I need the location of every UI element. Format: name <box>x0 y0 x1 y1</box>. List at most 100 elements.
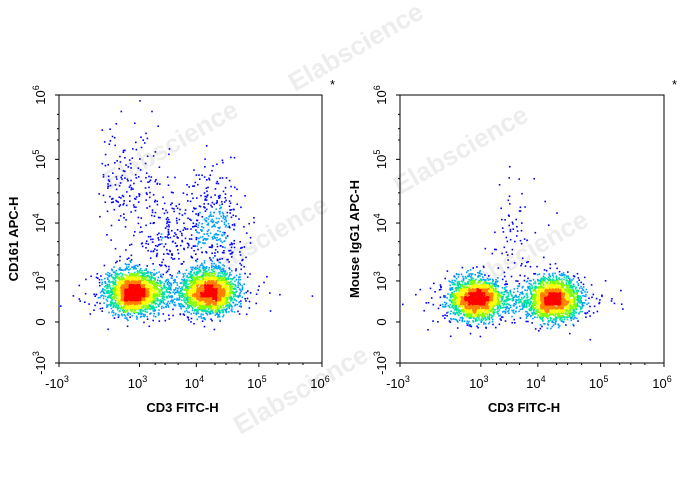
event-dot <box>248 222 250 225</box>
event-dot <box>150 289 152 291</box>
event-dot <box>177 252 180 255</box>
event-dot <box>218 266 220 268</box>
event-dot <box>212 238 214 240</box>
event-dot <box>173 289 175 291</box>
event-dot <box>218 295 220 298</box>
event-dot <box>241 285 244 287</box>
event-dot <box>219 286 221 288</box>
event-dot <box>104 286 106 288</box>
event-dot <box>116 285 118 288</box>
event-dot <box>241 286 244 289</box>
event-dot <box>122 301 124 304</box>
event-dot <box>114 292 116 295</box>
event-dot <box>216 236 218 239</box>
event-dot <box>146 288 149 290</box>
event-dot <box>131 287 133 289</box>
event-dot <box>206 179 208 181</box>
event-dot <box>125 297 127 300</box>
event-dot <box>115 294 118 297</box>
event-dot <box>79 300 81 302</box>
event-dot <box>105 287 108 290</box>
event-dot <box>244 272 246 275</box>
event-dot <box>134 267 136 269</box>
event-dot <box>172 308 174 311</box>
event-dot <box>102 174 105 176</box>
event-dot <box>193 280 195 282</box>
event-dot <box>117 281 119 283</box>
event-dot <box>217 272 220 274</box>
event-dot <box>194 293 196 295</box>
event-dot <box>193 185 196 187</box>
event-dot <box>232 283 235 286</box>
event-dot <box>225 273 228 275</box>
event-dot <box>113 293 115 296</box>
event-dot <box>136 301 139 303</box>
event-dot <box>209 275 211 278</box>
event-dot <box>191 307 194 310</box>
event-dot <box>106 305 109 308</box>
event-dot <box>211 236 214 238</box>
event-dot <box>205 286 207 289</box>
event-dot <box>194 294 196 296</box>
event-dot <box>236 295 239 297</box>
event-dot <box>195 274 197 276</box>
event-dot <box>143 295 146 297</box>
event-dot <box>181 263 183 265</box>
event-dot <box>207 297 209 300</box>
event-dot <box>183 281 185 284</box>
event-dot <box>97 297 100 299</box>
event-dot <box>128 186 131 188</box>
event-dot <box>224 302 227 304</box>
event-dot <box>148 276 151 279</box>
event-dot <box>145 279 147 282</box>
event-dot <box>209 271 211 274</box>
event-dot <box>205 312 207 314</box>
event-dot <box>146 298 148 301</box>
event-dot <box>112 302 114 304</box>
event-dot <box>225 274 227 276</box>
event-dot <box>154 244 157 247</box>
event-dot <box>122 284 124 287</box>
event-dot <box>135 315 138 318</box>
event-dot <box>213 271 216 273</box>
event-dot <box>216 302 218 305</box>
event-dot <box>136 307 138 309</box>
event-dot <box>205 217 208 219</box>
event-dot <box>138 272 141 274</box>
event-dot <box>134 231 136 233</box>
event-dot <box>124 226 127 228</box>
event-dot <box>114 283 117 286</box>
event-dot <box>208 282 211 285</box>
event-dot <box>204 210 207 212</box>
event-dot <box>213 233 216 236</box>
event-dot <box>215 217 218 220</box>
event-dot <box>196 288 199 290</box>
event-dot <box>203 271 206 274</box>
event-dot <box>206 284 209 287</box>
event-dot <box>212 308 215 310</box>
event-dot <box>149 287 151 289</box>
event-dot <box>116 160 118 162</box>
event-dot <box>115 269 118 272</box>
event-dot <box>168 318 171 320</box>
event-dot <box>215 202 218 205</box>
event-dot <box>135 304 138 307</box>
event-dot <box>110 301 112 304</box>
event-dot <box>202 289 205 292</box>
event-dot <box>202 266 205 269</box>
event-dot <box>218 315 221 318</box>
event-dot <box>134 279 136 282</box>
event-dot <box>170 253 173 256</box>
event-dot <box>120 281 122 283</box>
event-dot <box>229 273 231 276</box>
event-dot <box>197 296 200 299</box>
event-dot <box>128 283 130 285</box>
event-dot <box>139 286 141 289</box>
event-dot <box>130 187 133 189</box>
event-dot <box>146 155 149 158</box>
event-dot <box>205 239 207 241</box>
event-dot <box>162 295 165 297</box>
event-dot <box>124 149 126 152</box>
event-dot <box>88 303 90 305</box>
event-dot <box>249 242 252 244</box>
